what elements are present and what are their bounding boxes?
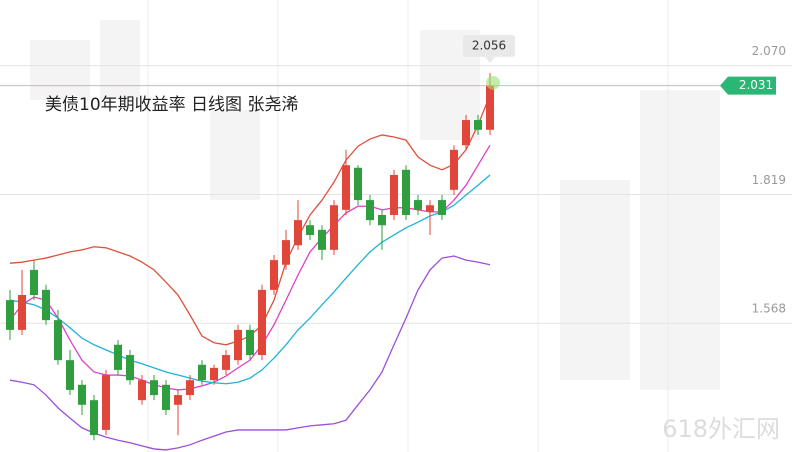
candle-body — [354, 167, 362, 201]
y-tick-label: 1.819 — [752, 173, 786, 187]
background-decor — [30, 20, 720, 390]
candle-body — [78, 384, 86, 405]
candle-body — [150, 380, 158, 396]
candle-body — [366, 200, 374, 221]
candle-body — [330, 205, 338, 250]
y-tick-label: 1.568 — [752, 302, 786, 316]
candle-body — [210, 367, 218, 381]
candle-body — [54, 320, 62, 361]
candle-body — [66, 360, 74, 390]
candle-body — [246, 329, 254, 356]
candle-body — [426, 205, 434, 212]
candle-body — [474, 120, 482, 130]
candle-body — [90, 400, 98, 436]
candle-body — [390, 174, 398, 215]
candle-body — [378, 214, 386, 226]
candle-body — [486, 85, 494, 130]
candle-body — [270, 260, 278, 290]
candle-body — [18, 295, 26, 330]
candle-body — [282, 240, 290, 265]
candle-body — [450, 149, 458, 190]
candle-body — [138, 380, 146, 401]
candle-body — [234, 329, 242, 361]
candles — [6, 72, 494, 441]
candle-body — [414, 200, 422, 210]
max-label: 2.056 — [472, 38, 506, 52]
candle-body — [198, 364, 206, 381]
candle-body — [30, 269, 38, 296]
current-price-tag — [720, 76, 776, 95]
candle-body — [102, 375, 110, 430]
max-glow — [486, 75, 500, 90]
candle-body — [186, 380, 194, 396]
candle-body — [222, 355, 230, 370]
candle-body — [294, 220, 302, 246]
candle-body — [342, 165, 350, 210]
current-price-label: 2.031 — [739, 78, 773, 92]
candle-body — [6, 300, 14, 330]
candle-body — [114, 344, 122, 370]
candle-body — [258, 289, 266, 356]
max-bubble — [463, 34, 515, 57]
candle-body — [462, 120, 470, 146]
candle-body — [162, 384, 170, 410]
y-tick-label: 2.070 — [752, 44, 786, 58]
candle-body — [126, 355, 134, 381]
candle-body — [42, 289, 50, 321]
time-grid — [147, 0, 669, 452]
watermark: 618外汇网 — [662, 415, 780, 443]
candle-body — [318, 229, 326, 250]
max-pointer — [485, 56, 495, 63]
chart-title: 美债10年期收益率 日线图 张尧浠 — [45, 95, 298, 115]
candle-body — [174, 395, 182, 405]
candle-body — [438, 200, 446, 215]
indicator-line — [9, 174, 491, 385]
candle-body — [306, 225, 314, 235]
candle-body — [402, 169, 410, 215]
labels: 1.568 1.819 2.070 2.031 2.056 — [0, 34, 786, 316]
